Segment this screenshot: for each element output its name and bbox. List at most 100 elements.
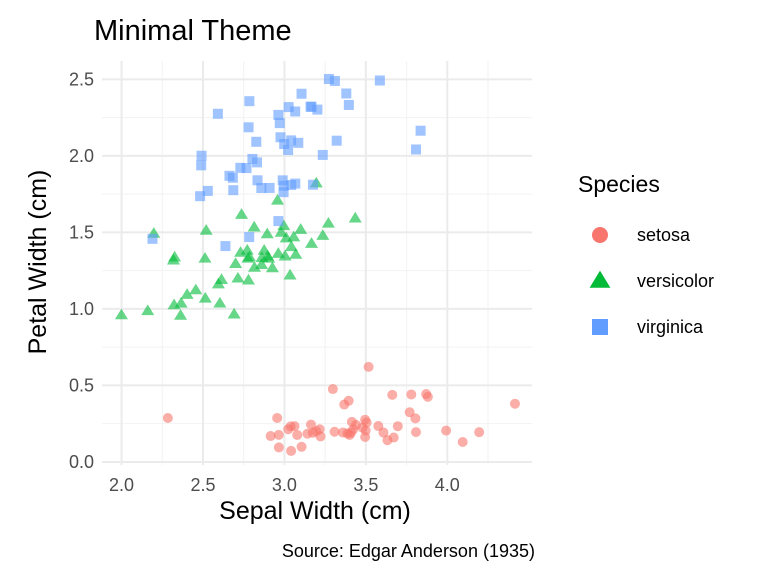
- versicolor-point: [167, 298, 181, 310]
- versicolor-point: [213, 296, 227, 308]
- setosa-point: [343, 395, 354, 406]
- setosa-point: [348, 424, 359, 435]
- versicolor-point: [279, 231, 293, 243]
- axes: 2.0 2.5 3.0 3.5 4.0 0.0 0.5 1.0 1.5 2.0 2.5: [69, 69, 460, 495]
- virginica-point: [278, 180, 289, 191]
- setosa-point: [382, 435, 393, 446]
- virginica-point: [241, 163, 252, 174]
- y-tick-label: 1.5: [69, 222, 94, 242]
- virginica-point: [331, 135, 342, 146]
- virginica-point: [256, 183, 267, 194]
- virginica-point: [195, 191, 206, 202]
- virginica-point: [279, 139, 290, 150]
- versicolor-point: [271, 247, 285, 258]
- virginica-point: [323, 73, 334, 84]
- chart-caption: Source: Edgar Anderson (1935): [282, 541, 535, 561]
- setosa-point: [273, 442, 284, 453]
- setosa-point: [162, 412, 173, 423]
- virginica-point: [415, 125, 426, 136]
- y-tick-label: 2.5: [69, 69, 94, 89]
- virginica-point: [273, 109, 284, 120]
- setosa-point: [265, 431, 276, 442]
- chart-title: Minimal Theme: [94, 15, 292, 47]
- legend-title: Species: [578, 171, 660, 197]
- virginica-point: [244, 232, 255, 243]
- virginica-point: [264, 182, 275, 193]
- setosa-point: [373, 421, 384, 432]
- grid: [102, 61, 532, 465]
- virginica-point: [235, 162, 246, 173]
- virginica-point: [296, 88, 307, 99]
- setosa-point: [457, 436, 468, 447]
- virginica-point: [220, 241, 231, 252]
- versicolor-point: [231, 271, 245, 283]
- x-axis-label: Sepal Width (cm): [219, 497, 411, 525]
- versicolor-point: [227, 307, 241, 319]
- virginica-point: [196, 160, 207, 171]
- setosa-point: [327, 384, 338, 395]
- virginica-point: [252, 175, 263, 186]
- virginica-point: [275, 132, 286, 143]
- versicolor-point: [241, 273, 255, 285]
- virginica-point: [283, 145, 294, 156]
- setosa-point: [305, 419, 316, 430]
- y-tick-label: 0.5: [69, 375, 94, 395]
- virginica-point: [312, 104, 323, 115]
- virginica-point: [283, 102, 294, 113]
- versicolor-point: [229, 257, 243, 268]
- virginica-point: [212, 108, 223, 119]
- setosa-point: [360, 431, 371, 442]
- versicolor-point: [240, 243, 254, 255]
- virginica-point: [308, 179, 319, 190]
- setosa-point: [509, 398, 520, 409]
- x-tick-label: 3.0: [272, 475, 297, 495]
- setosa-point: [387, 389, 398, 400]
- versicolor-point: [247, 220, 261, 232]
- legend-label-setosa: setosa: [637, 225, 691, 245]
- setosa-point: [441, 425, 452, 436]
- x-tick-label: 2.0: [109, 475, 134, 495]
- y-tick-label: 2.0: [69, 146, 94, 166]
- setosa-point: [410, 427, 421, 438]
- virginica-point: [343, 99, 354, 110]
- versicolor-point: [261, 249, 275, 261]
- versicolor-point: [277, 219, 291, 231]
- virginica-point: [341, 88, 352, 99]
- x-tick-label: 3.5: [353, 475, 378, 495]
- virginica-point: [147, 233, 158, 244]
- setosa-point: [392, 421, 403, 432]
- setosa-point: [273, 429, 284, 440]
- versicolor-point: [278, 249, 292, 261]
- versicolor-point: [289, 248, 303, 259]
- legend-key-versicolor: [589, 270, 611, 288]
- virginica-point: [306, 101, 317, 112]
- setosa-point: [474, 427, 485, 438]
- versicolor-point: [283, 268, 297, 280]
- legend-key-virginica: [592, 319, 608, 335]
- virginica-point: [317, 149, 328, 160]
- setosa-point: [421, 389, 432, 400]
- virginica-point: [290, 106, 301, 117]
- versicolor-point: [215, 273, 229, 285]
- y-tick-label: 1.0: [69, 299, 94, 319]
- versicolor-point: [321, 216, 335, 228]
- legend-label-versicolor: versicolor: [637, 271, 714, 291]
- versicolor-point: [305, 237, 319, 248]
- versicolor-point: [235, 208, 249, 219]
- legend: Species setosa versicolor virginica: [578, 171, 714, 337]
- legend-items: setosa versicolor virginica: [589, 225, 714, 337]
- virginica-point: [278, 187, 289, 198]
- versicolor-point: [114, 308, 128, 320]
- versicolor-point: [348, 211, 362, 223]
- virginica-point: [274, 118, 285, 129]
- versicolor-point: [199, 223, 213, 235]
- versicolor-point: [174, 309, 188, 320]
- x-tick-label: 4.0: [435, 475, 460, 495]
- versicolor-point: [189, 283, 203, 295]
- data-points: [114, 73, 520, 456]
- virginica-point: [293, 137, 304, 148]
- virginica-point: [286, 135, 297, 146]
- setosa-point: [315, 431, 326, 442]
- versicolor-point: [198, 251, 212, 263]
- setosa-point: [286, 445, 297, 456]
